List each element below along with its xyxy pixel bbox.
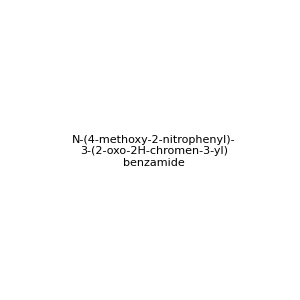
Text: N-(4-methoxy-2-nitrophenyl)-
3-(2-oxo-2H-chromen-3-yl)
benzamide: N-(4-methoxy-2-nitrophenyl)- 3-(2-oxo-2H… <box>72 135 236 168</box>
